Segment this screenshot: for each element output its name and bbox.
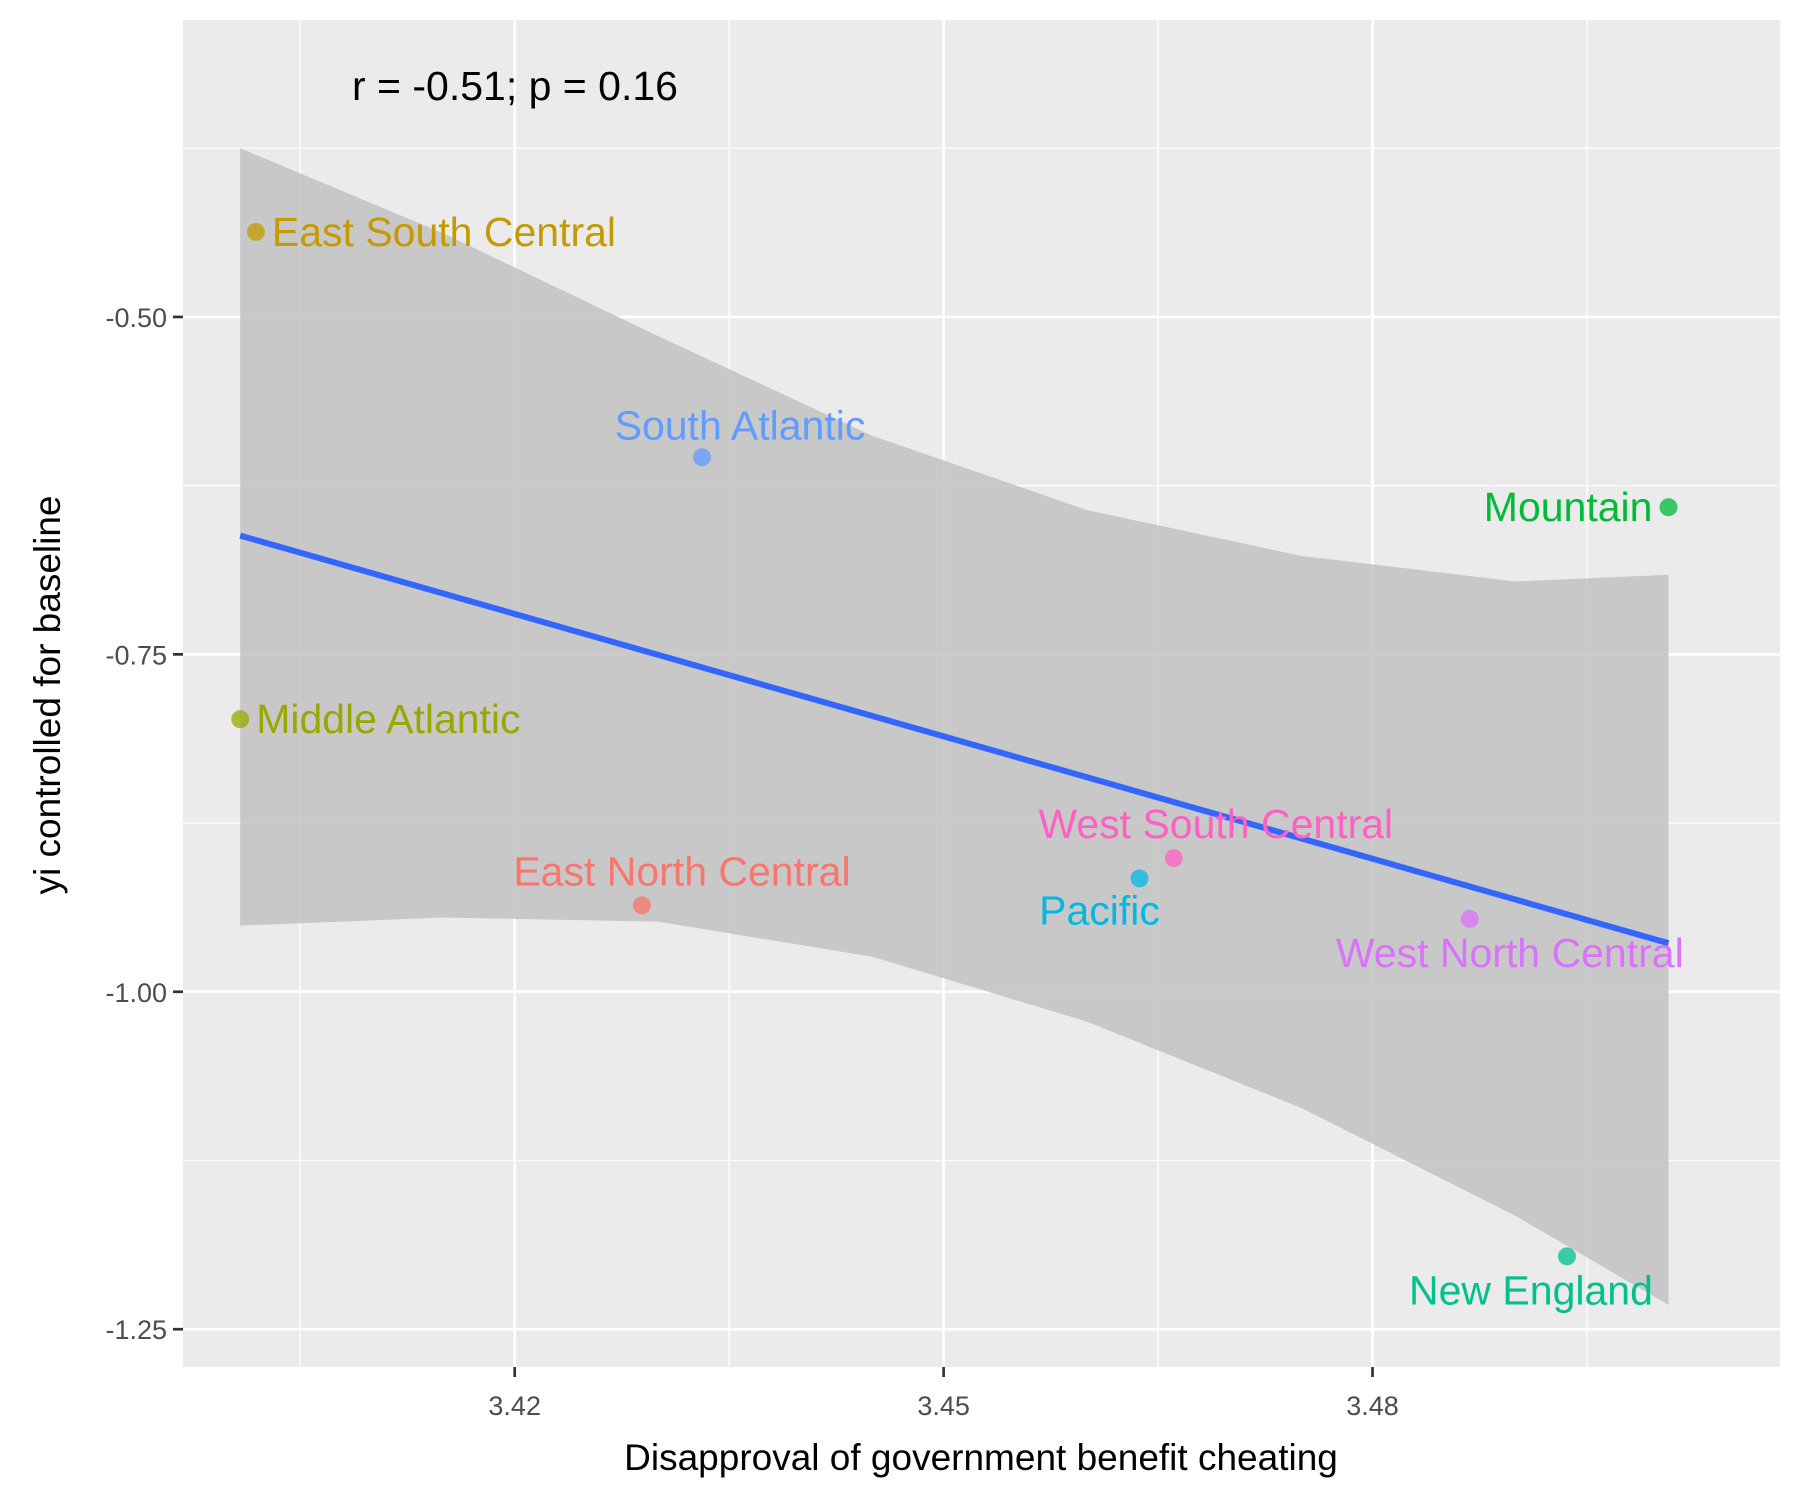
label-south-atlantic: South Atlantic <box>615 402 866 448</box>
point-west-south-central <box>1164 849 1183 868</box>
point-east-south-central <box>246 222 265 241</box>
point-west-north-central <box>1460 909 1479 928</box>
label-new-england: New England <box>1409 1267 1653 1313</box>
x-axis: 3.42 3.45 3.48 <box>488 1367 1399 1421</box>
label-pacific: Pacific <box>1039 887 1160 933</box>
correlation-annotation: r = -0.51; p = 0.16 <box>352 63 678 109</box>
label-mountain: Mountain <box>1484 484 1653 530</box>
data-points <box>231 222 1678 1266</box>
point-south-atlantic <box>692 448 711 467</box>
point-middle-atlantic <box>231 710 250 729</box>
y-tick-label: -0.50 <box>105 303 167 333</box>
label-middle-atlantic: Middle Atlantic <box>256 696 520 742</box>
y-axis: -0.50 -0.75 -1.00 -1.25 <box>105 303 183 1345</box>
point-pacific <box>1130 869 1149 888</box>
point-labels: East South Central South Atlantic Mountain… <box>256 209 1683 1313</box>
y-tick-label: -1.00 <box>105 978 167 1008</box>
x-tick-label: 3.45 <box>917 1391 970 1421</box>
x-axis-title: Disapproval of government benefit cheati… <box>624 1437 1338 1478</box>
x-tick-label: 3.48 <box>1346 1391 1399 1421</box>
regression-line <box>239 532 1670 947</box>
y-axis-title: yi controlled for baseline <box>27 496 68 895</box>
y-tick-label: -1.25 <box>105 1315 167 1345</box>
x-tick-label: 3.42 <box>488 1391 541 1421</box>
confidence-band <box>240 148 1669 1305</box>
label-east-south-central: East South Central <box>272 209 616 255</box>
label-east-north-central: East North Central <box>513 848 850 894</box>
label-west-north-central: West North Central <box>1336 930 1684 976</box>
point-mountain <box>1659 498 1678 517</box>
point-east-north-central <box>632 896 651 915</box>
y-tick-label: -0.75 <box>105 640 167 670</box>
point-new-england <box>1557 1247 1576 1266</box>
label-west-south-central: West South Central <box>1038 801 1393 847</box>
